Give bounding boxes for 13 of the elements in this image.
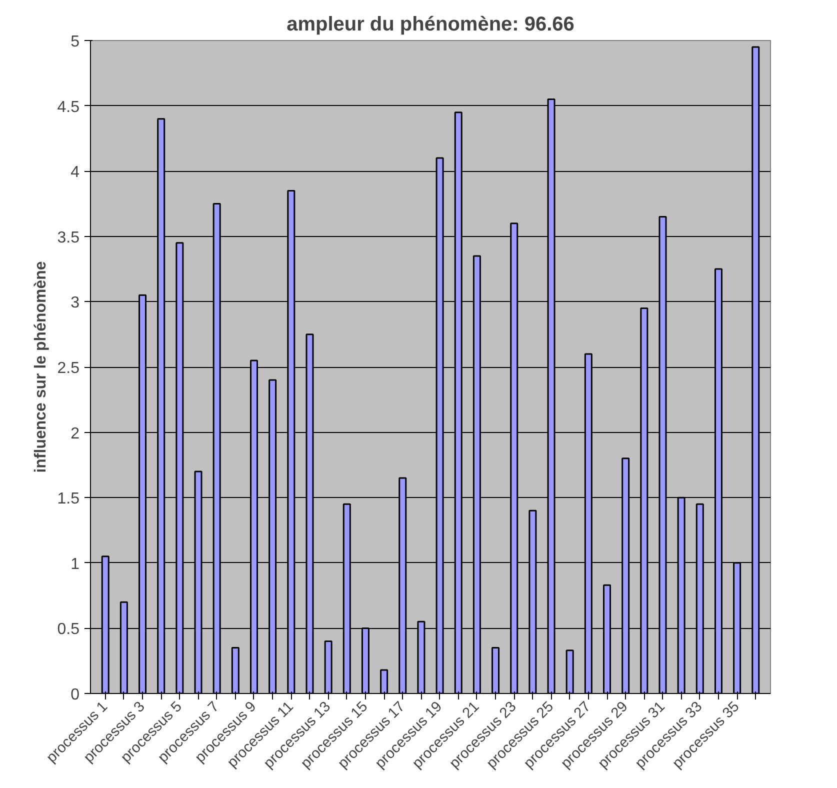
y-tick-label: 5 [70, 34, 80, 50]
y-tick-label: 3.5 [57, 229, 80, 246]
y-tick-label: 1.5 [57, 490, 80, 508]
y-tick-label: 0.5 [57, 621, 80, 638]
y-tick-label: 2 [70, 425, 80, 442]
chart-title: ampleur du phénomène: 96.66 [286, 14, 574, 36]
y-tick-label: 1 [70, 556, 80, 573]
y-tick-label: 0 [70, 686, 80, 704]
y-axis-title: influence sur le phénomène [32, 261, 50, 473]
y-tick-label: 4 [70, 164, 80, 182]
y-tick-label: 3 [70, 294, 80, 312]
y-tick-label: 4.5 [57, 98, 80, 116]
y-tick-label: 2.5 [57, 360, 80, 377]
